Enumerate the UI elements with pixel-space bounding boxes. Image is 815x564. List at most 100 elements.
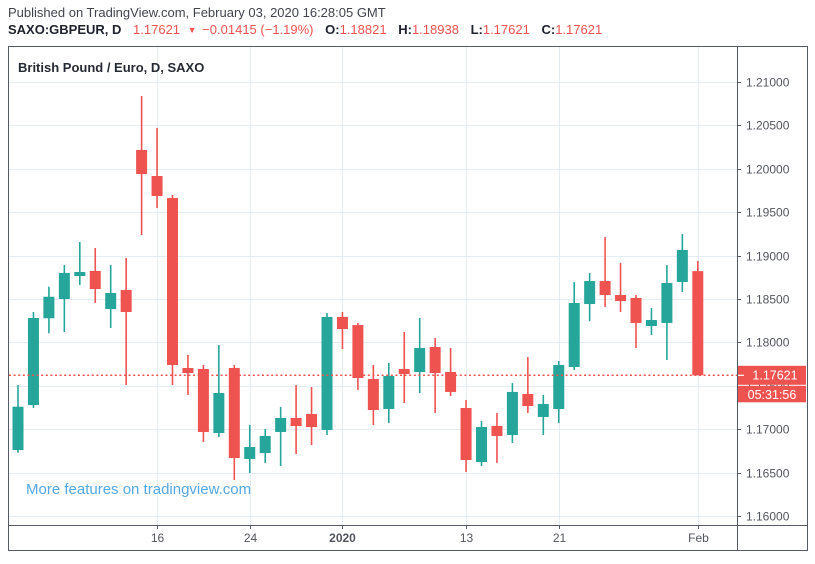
- candle-body: [367, 379, 379, 411]
- candle-body: [352, 325, 364, 378]
- candle[interactable]: [506, 383, 518, 444]
- candle[interactable]: [74, 241, 86, 286]
- candle[interactable]: [414, 318, 426, 394]
- candle[interactable]: [553, 360, 565, 424]
- candle[interactable]: [692, 260, 704, 376]
- candle[interactable]: [151, 128, 163, 209]
- candle[interactable]: [615, 262, 627, 313]
- candle-body: [692, 271, 704, 376]
- countdown-badge: [738, 385, 806, 403]
- candle[interactable]: [599, 237, 611, 307]
- candle[interactable]: [460, 400, 472, 472]
- candle-body: [89, 270, 101, 290]
- candle-body: [182, 368, 194, 374]
- price-axis-label: 1.16000: [746, 510, 790, 524]
- candle-body: [491, 425, 503, 436]
- price-axis-label: 1.21000: [746, 76, 790, 90]
- candle[interactable]: [367, 364, 379, 426]
- last-price-badge: [738, 365, 806, 385]
- time-axis-label: 16: [151, 531, 165, 545]
- price-axis-label: 1.17000: [746, 423, 790, 437]
- chart-legend: British Pound / Euro, D, SAXO: [18, 60, 205, 75]
- candle[interactable]: [398, 331, 410, 403]
- candle[interactable]: [676, 233, 688, 292]
- candle-body: [12, 406, 24, 451]
- candle[interactable]: [537, 395, 549, 436]
- candle[interactable]: [12, 385, 24, 453]
- candle[interactable]: [429, 337, 441, 413]
- candle[interactable]: [43, 286, 55, 334]
- candle-body: [321, 316, 333, 430]
- tradingview-watermark-link[interactable]: More features on tradingview.com: [26, 481, 252, 498]
- candle[interactable]: [661, 264, 673, 361]
- candle-body: [228, 368, 240, 459]
- last-price-value: 1.17621: [133, 22, 181, 37]
- price-axis-label: 1.18000: [746, 336, 790, 350]
- open-readout: O:1.18821: [325, 22, 394, 37]
- candle-body: [306, 414, 318, 428]
- candle-body: [615, 295, 627, 301]
- time-axis-label: 13: [460, 531, 474, 545]
- candle[interactable]: [182, 354, 194, 396]
- candle[interactable]: [120, 258, 132, 386]
- candle[interactable]: [630, 295, 642, 348]
- candle-body: [676, 249, 688, 282]
- candle[interactable]: [27, 312, 39, 409]
- candle-body: [445, 371, 457, 392]
- candle[interactable]: [584, 272, 596, 322]
- down-arrow-icon: ▼: [187, 25, 197, 35]
- candle-body: [661, 283, 673, 323]
- candle-body: [460, 408, 472, 461]
- candle-body: [537, 404, 549, 417]
- candle-body: [74, 272, 86, 276]
- close-value: 1.17621: [555, 22, 603, 37]
- candle[interactable]: [228, 364, 240, 480]
- symbol-ohlc-line: SAXO:GBPEUR, D 1.17621 ▼ −0.01415 (−1.19…: [8, 22, 602, 37]
- candle-body: [167, 197, 178, 365]
- candle-body: [259, 435, 271, 453]
- candle[interactable]: [645, 308, 657, 336]
- candle[interactable]: [89, 247, 101, 303]
- candle-body: [522, 393, 534, 407]
- candle[interactable]: [522, 356, 534, 413]
- price-axis-label: 1.16500: [746, 467, 790, 481]
- candle[interactable]: [197, 364, 209, 442]
- candle-body: [120, 289, 132, 313]
- candle[interactable]: [167, 195, 178, 386]
- candle[interactable]: [491, 412, 503, 463]
- candle[interactable]: [476, 421, 487, 467]
- candle[interactable]: [383, 362, 395, 424]
- candle[interactable]: [105, 264, 117, 328]
- candle[interactable]: [213, 345, 225, 438]
- candle[interactable]: [568, 281, 580, 371]
- candle-body: [599, 281, 611, 296]
- candle-body: [275, 418, 287, 432]
- candle[interactable]: [275, 406, 287, 467]
- candle[interactable]: [352, 322, 364, 390]
- price-axis[interactable]: [737, 46, 807, 525]
- candle[interactable]: [306, 387, 318, 445]
- low-label: L:: [470, 22, 483, 37]
- published-line: Published on TradingView.com, February 0…: [8, 5, 386, 20]
- candle[interactable]: [290, 385, 302, 455]
- candle[interactable]: [336, 312, 348, 349]
- candle[interactable]: [58, 264, 70, 332]
- candle-body: [290, 418, 302, 426]
- price-axis-label: 1.20000: [746, 163, 790, 177]
- time-axis[interactable]: [8, 525, 737, 550]
- close-readout: C:1.17621: [541, 22, 602, 37]
- candle-body: [27, 318, 39, 405]
- symbol-name: SAXO:GBPEUR, D: [8, 22, 122, 37]
- candle[interactable]: [259, 429, 271, 463]
- candle[interactable]: [445, 347, 457, 397]
- candle[interactable]: [136, 95, 148, 236]
- candle-body: [506, 391, 518, 436]
- price-change: −0.01415 (−1.19%): [202, 22, 314, 37]
- candle-body: [105, 293, 117, 309]
- candle-body: [476, 427, 487, 463]
- time-axis-label: 21: [553, 531, 567, 545]
- candle[interactable]: [244, 425, 256, 474]
- price-axis-label: 1.19500: [746, 206, 790, 220]
- candle[interactable]: [321, 312, 333, 436]
